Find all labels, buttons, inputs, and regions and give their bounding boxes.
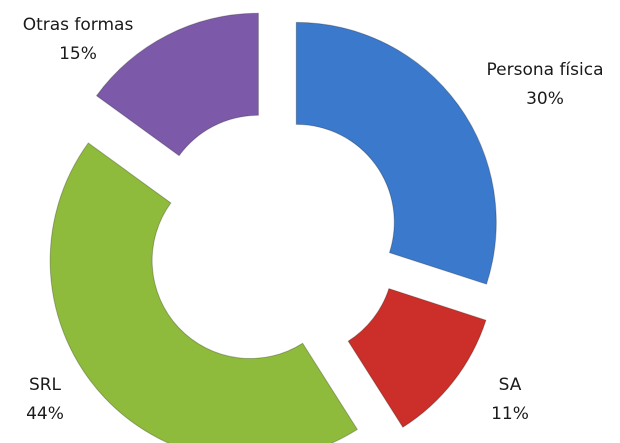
doughnut-segment: [347, 288, 487, 428]
segment-value-label: 15%: [59, 44, 97, 64]
segment-label: SRL: [29, 375, 62, 395]
segment-label: Otras formas: [23, 15, 134, 35]
segment-value-label: 11%: [491, 404, 529, 424]
doughnut-segment: [95, 12, 259, 157]
segment-label: SA: [499, 375, 522, 395]
doughnut-segment: [295, 21, 497, 285]
segment-value-label: 44%: [26, 404, 64, 424]
doughnut-segment: [49, 142, 358, 443]
segment-value-label: 30%: [526, 89, 564, 109]
segment-label: Persona física: [487, 60, 604, 80]
